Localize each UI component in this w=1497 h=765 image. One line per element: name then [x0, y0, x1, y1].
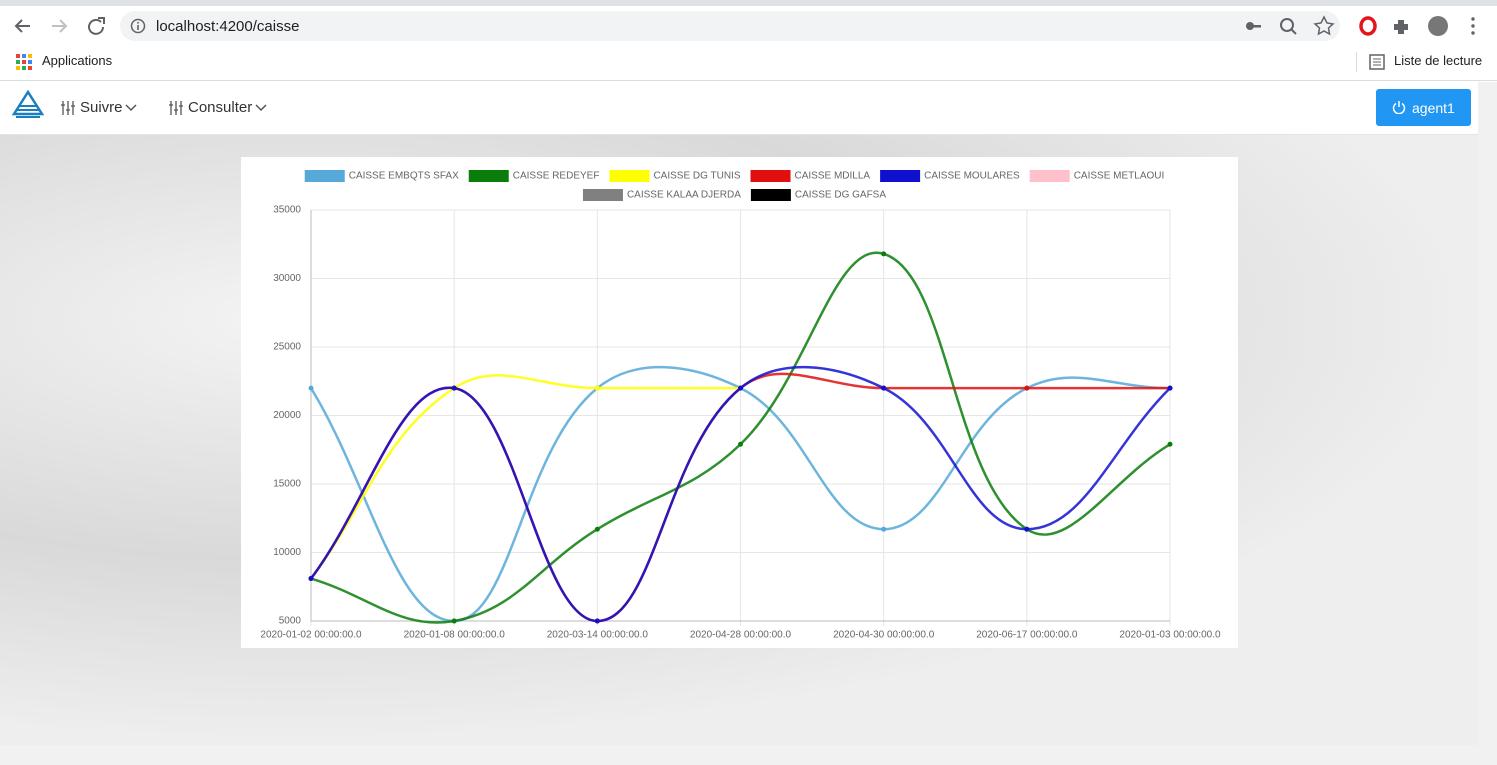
x-tick-label: 2020-03-14 00:00:00.0	[547, 630, 649, 641]
point	[1167, 385, 1173, 391]
menu-icon	[169, 101, 183, 115]
user-name: agent1	[1412, 100, 1455, 116]
y-tick-label: 20000	[273, 410, 301, 421]
menu-suivre[interactable]: Suivre	[80, 99, 123, 116]
y-tick-label: 15000	[273, 479, 301, 490]
point	[881, 251, 887, 257]
browser-icons[interactable]	[1240, 14, 1480, 38]
power-icon	[1392, 101, 1406, 114]
point	[738, 385, 743, 391]
point	[1024, 526, 1030, 532]
info-icon	[130, 18, 146, 34]
point	[594, 526, 600, 532]
legend-swatch	[1029, 170, 1070, 182]
legend-label: CAISSE DG GAFSA	[795, 190, 886, 201]
nav-buttons[interactable]	[10, 14, 110, 38]
point	[451, 618, 457, 624]
logo	[12, 90, 44, 118]
caret	[125, 104, 137, 112]
point	[308, 576, 314, 582]
legend-label: CAISSE MOULARES	[924, 171, 1020, 182]
point	[738, 441, 743, 447]
y-tick-label: 10000	[273, 547, 301, 558]
menu-icon	[61, 101, 75, 115]
chart: 5000 10000 15000 20000 25000 30000 35000 2020-0…	[260, 170, 1221, 641]
user-button[interactable]: agent1	[1376, 89, 1471, 126]
legend-swatch	[304, 170, 345, 182]
reading-list[interactable]: Liste de lecture	[1394, 53, 1483, 68]
legend-swatch	[582, 189, 623, 201]
legend-label: CAISSE MDILLA	[795, 171, 871, 182]
x-tick-label: 2020-01-02 00:00:00.0	[260, 630, 362, 641]
reading-list-icon	[1369, 54, 1385, 70]
legend-swatch	[468, 170, 509, 182]
y-tick-label: 35000	[273, 205, 301, 216]
vertical-scrollbar	[1478, 82, 1497, 765]
point	[451, 385, 457, 391]
point	[594, 618, 600, 624]
point	[308, 385, 314, 391]
bookmark[interactable]: Applications	[42, 53, 113, 68]
app-navbar: Suivre Consulter agent1	[0, 82, 1478, 135]
y-tick-label: 5000	[279, 616, 302, 627]
y-tick-label: 30000	[273, 273, 301, 284]
menu-consulter[interactable]: Consulter	[188, 99, 253, 116]
separator	[1356, 52, 1357, 72]
bookmarks-bar: Applications Liste de lecture	[0, 44, 1497, 81]
x-tick-label: 2020-04-28 00:00:00.0	[690, 630, 792, 641]
series-line	[309, 365, 1171, 623]
x-tick-label: 2020-04-30 00:00:00.0	[833, 630, 935, 641]
x-tick-label: 2020-01-08 00:00:00.0	[404, 630, 506, 641]
point	[594, 385, 600, 391]
apps-icon	[16, 54, 32, 70]
caret	[255, 104, 267, 112]
legend-label: CAISSE DG TUNIS	[653, 171, 740, 182]
legend-swatch	[750, 170, 791, 182]
point	[1024, 385, 1030, 391]
legend-label: CAISSE REDEYEF	[513, 171, 600, 182]
legend-swatch	[750, 189, 791, 201]
legend-swatch	[880, 170, 921, 182]
url: localhost:4200/caisse	[156, 18, 300, 35]
legend-label: CAISSE EMBQTS SFAX	[349, 171, 459, 182]
x-tick-label: 2020-06-17 00:00:00.0	[976, 630, 1078, 641]
legend-label: CAISSE KALAA DJERDA	[627, 190, 741, 201]
legend-label: CAISSE METLAOUI	[1074, 171, 1165, 182]
point	[1167, 441, 1173, 447]
x-tick-label: 2020-01-03 00:00:00.0	[1119, 630, 1221, 641]
tab-strip	[0, 0, 1497, 6]
point	[881, 385, 887, 391]
chart-card: 5000 10000 15000 20000 25000 30000 35000 2020-0…	[241, 157, 1238, 648]
address-bar[interactable]: localhost:4200/caisse	[120, 11, 1340, 41]
point	[881, 526, 887, 532]
horizontal-scrollbar	[0, 745, 1478, 765]
series-line	[310, 374, 741, 580]
legend-swatch	[609, 170, 650, 182]
y-tick-label: 25000	[273, 342, 301, 353]
